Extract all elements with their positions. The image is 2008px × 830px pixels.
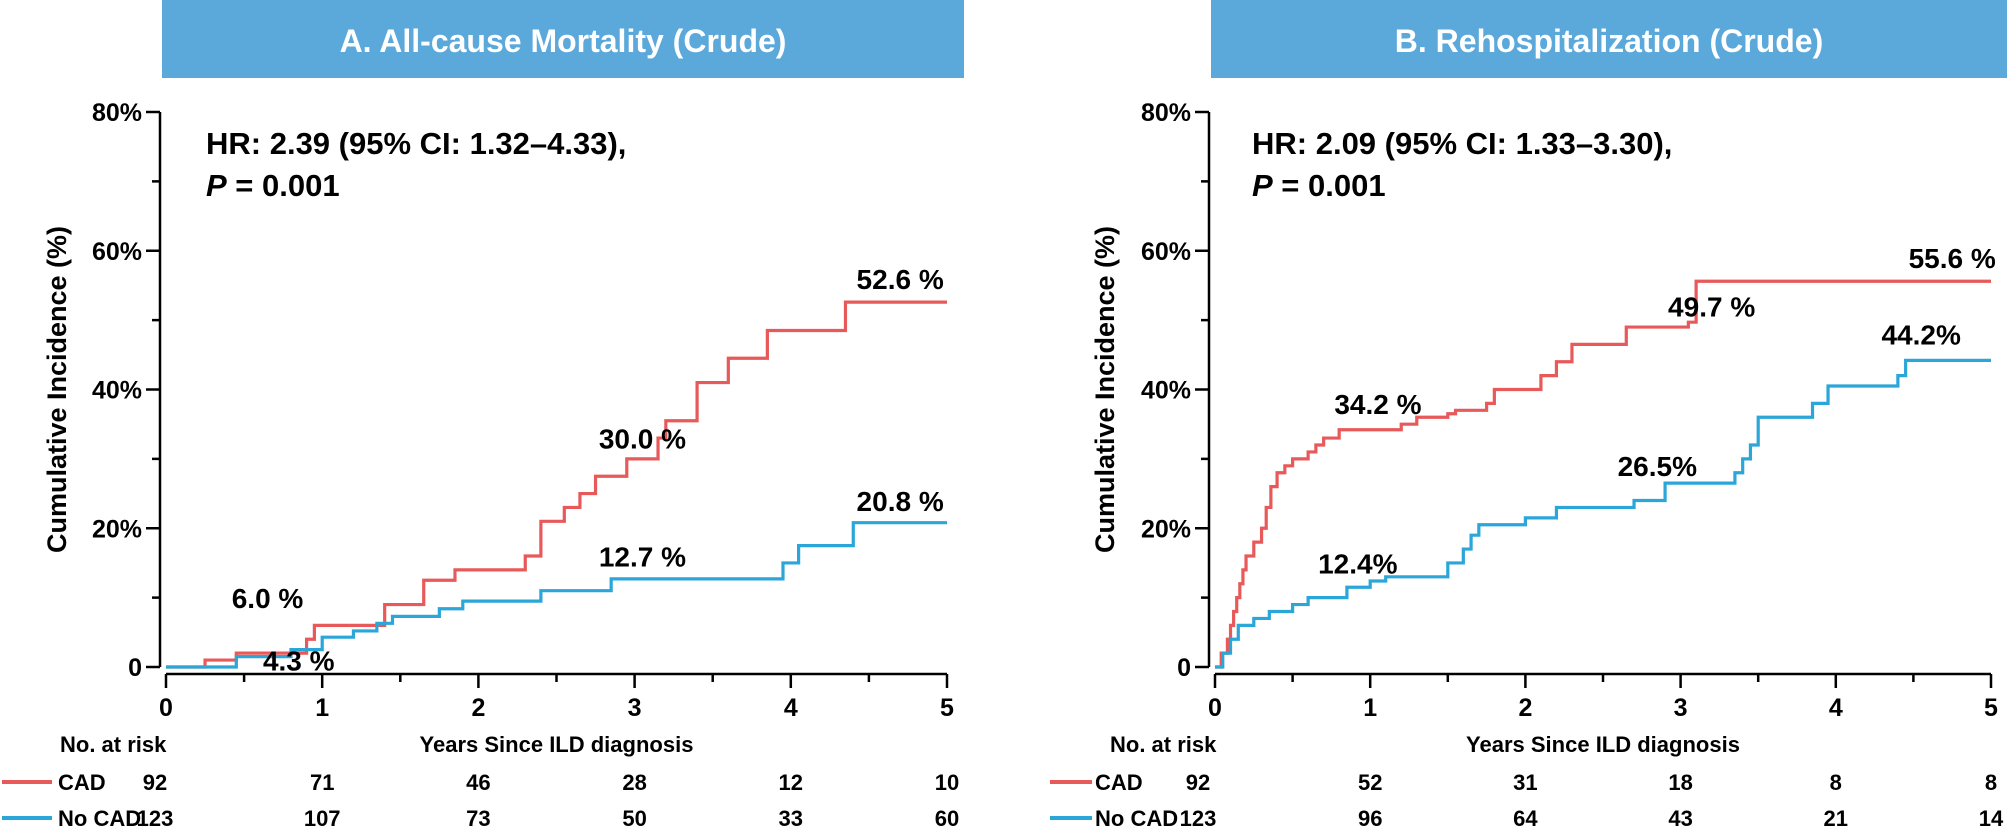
x-tick-label: 1 — [1363, 694, 1377, 722]
data-label: 34.2 % — [1334, 389, 1421, 420]
x-tick-label: 1 — [315, 694, 329, 722]
risk-count: 71 — [310, 770, 334, 795]
x-tick-label: 3 — [628, 694, 642, 722]
data-label: 49.7 % — [1668, 292, 1755, 323]
panel-rehospitalization: B. Rehospitalization (Crude)020%40%60%80… — [1050, 0, 2007, 830]
risk-count: 60 — [935, 806, 959, 830]
series-line-cad — [1215, 279, 1991, 669]
risk-count: 46 — [466, 770, 490, 795]
risk-count: 10 — [935, 770, 959, 795]
series-line-no-cad — [166, 521, 947, 669]
p-value: = 0.001 — [1273, 168, 1386, 203]
risk-count: 92 — [143, 770, 167, 795]
hazard-ratio-annotation: HR: 2.09 (95% CI: 1.33–3.30), — [1252, 126, 1672, 161]
x-tick-label: 2 — [1518, 694, 1532, 722]
data-label: 4.3 % — [263, 645, 335, 676]
y-tick-label: 20% — [1141, 515, 1191, 543]
p-symbol: P — [1252, 168, 1273, 203]
data-label: 12.4% — [1318, 548, 1397, 579]
x-tick-label: 2 — [471, 694, 485, 722]
risk-row-label: CAD — [1095, 770, 1143, 795]
risk-row-label: CAD — [58, 770, 106, 795]
y-tick-label: 20% — [92, 515, 142, 543]
p-value-annotation: P = 0.001 — [1252, 168, 1386, 203]
y-tick-label: 0 — [1177, 654, 1191, 682]
risk-count: 92 — [1186, 770, 1210, 795]
risk-count: 107 — [304, 806, 341, 830]
risk-count: 123 — [137, 806, 174, 830]
risk-count: 123 — [1180, 806, 1217, 830]
risk-count: 18 — [1668, 770, 1692, 795]
data-label: 30.0 % — [599, 423, 686, 454]
y-axis-label: Cumulative Incidence (%) — [1090, 226, 1120, 553]
risk-row-label: No CAD — [1095, 806, 1178, 830]
risk-count: 21 — [1824, 806, 1848, 830]
risk-count: 52 — [1358, 770, 1382, 795]
panel-header-bar — [162, 0, 964, 78]
data-label: 20.8 % — [857, 486, 944, 517]
risk-count: 73 — [466, 806, 490, 830]
y-tick-label: 80% — [1141, 99, 1191, 127]
y-tick-label: 40% — [1141, 377, 1191, 405]
data-label: 44.2% — [1881, 319, 1960, 350]
data-label: 6.0 % — [232, 583, 304, 614]
x-tick-label: 5 — [1984, 694, 1998, 722]
chart-title: B. Rehospitalization (Crude) — [1395, 23, 1823, 59]
risk-count: 96 — [1358, 806, 1382, 830]
y-tick-label: 40% — [92, 377, 142, 405]
x-axis-label: Years Since ILD diagnosis — [420, 732, 694, 757]
series-line-cad — [166, 300, 947, 669]
risk-row-label: No CAD — [58, 806, 141, 830]
x-axis-label: Years Since ILD diagnosis — [1466, 732, 1740, 757]
x-tick-label: 5 — [940, 694, 954, 722]
hazard-ratio-annotation: HR: 2.39 (95% CI: 1.32–4.33), — [206, 126, 626, 161]
risk-count: 50 — [622, 806, 646, 830]
panel-mortality: A. All-cause Mortality (Crude) 0 20% 40% 60%… — [2, 0, 964, 830]
x-tick-label: 4 — [1829, 694, 1843, 722]
data-label: 52.6 % — [857, 264, 944, 295]
risk-count: 28 — [622, 770, 646, 795]
x-tick-label: 3 — [1674, 694, 1688, 722]
p-value-annotation: P = 0.001 — [206, 168, 340, 203]
panel-header-bar — [1211, 0, 2007, 78]
risk-count: 64 — [1513, 806, 1538, 830]
p-value: = 0.001 — [227, 168, 340, 203]
y-tick-label: 60% — [92, 238, 142, 266]
x-tick-label: 0 — [1208, 694, 1222, 722]
x-tick-label: 0 — [159, 694, 173, 722]
data-label: 26.5% — [1618, 451, 1697, 482]
risk-table-header: No. at risk — [1110, 732, 1217, 757]
risk-count: 43 — [1668, 806, 1692, 830]
risk-count: 12 — [779, 770, 803, 795]
data-label: 55.6 % — [1909, 243, 1996, 274]
y-axis-label: Cumulative Incidence (%) — [42, 226, 72, 553]
data-label: 12.7 % — [599, 541, 686, 572]
y-tick-label: 80% — [92, 99, 142, 127]
chart-title: A. All-cause Mortality (Crude) — [340, 23, 787, 59]
risk-table-header: No. at risk — [60, 732, 167, 757]
x-tick-label: 4 — [784, 694, 798, 722]
y-tick-label: 0 — [128, 654, 142, 682]
risk-count: 31 — [1513, 770, 1537, 795]
risk-count: 8 — [1985, 770, 1997, 795]
p-symbol: P — [206, 168, 227, 203]
series-line-no-cad — [1215, 358, 1991, 669]
risk-count: 8 — [1830, 770, 1842, 795]
risk-count: 33 — [779, 806, 803, 830]
risk-count: 14 — [1979, 806, 2004, 830]
y-tick-label: 60% — [1141, 238, 1191, 266]
